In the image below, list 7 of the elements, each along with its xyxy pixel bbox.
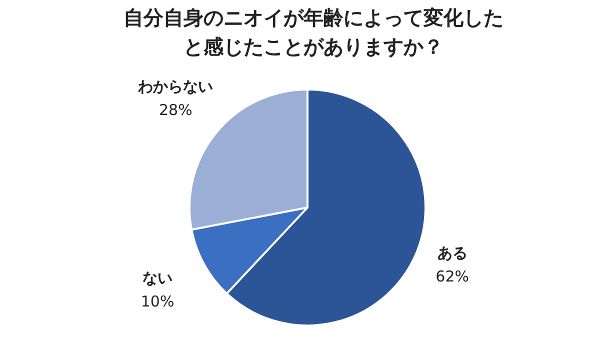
slice-label: ない: [142, 269, 173, 288]
slice-label: わからない: [137, 78, 214, 96]
data-label: 28%: [158, 101, 192, 120]
chart-title: 自分自身のニオイが年齢によって変化したと感じたことがありますか？: [123, 6, 504, 58]
data-label: 10%: [140, 292, 174, 311]
data-label: 62%: [436, 268, 469, 286]
slice-label: ある: [437, 244, 468, 262]
